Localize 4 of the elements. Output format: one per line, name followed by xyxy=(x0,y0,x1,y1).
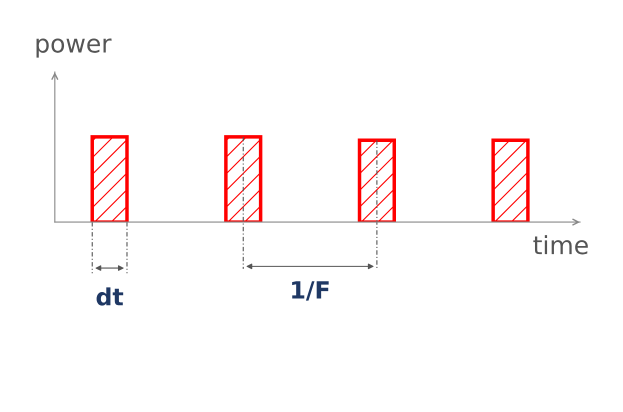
text: 1/F xyxy=(292,281,329,301)
y-axis-title: power xyxy=(36,38,112,58)
text: dt xyxy=(96,287,124,306)
x-axis-title: time xyxy=(533,235,588,254)
